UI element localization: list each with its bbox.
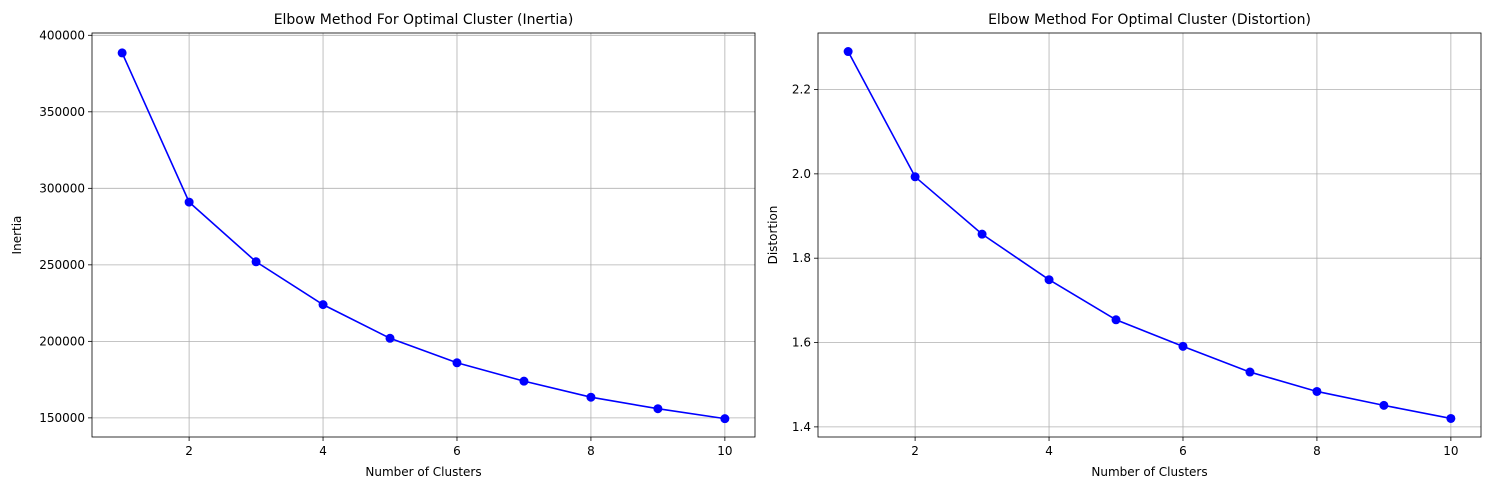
data-point: [1044, 275, 1054, 285]
y-tick-label: 1.8: [792, 251, 811, 265]
data-point: [1245, 367, 1255, 377]
x-tick-label: 4: [319, 444, 327, 458]
x-tick-label: 8: [587, 444, 595, 458]
data-point: [1446, 413, 1456, 423]
x-tick-label: 2: [185, 444, 193, 458]
data-point: [586, 392, 596, 402]
data-point: [977, 229, 987, 239]
x-tick-label: 8: [1313, 444, 1321, 458]
y-tick-label: 350000: [39, 105, 85, 119]
data-point: [1379, 400, 1389, 410]
data-point: [452, 358, 462, 368]
data-point: [385, 333, 395, 343]
data-point: [843, 47, 853, 57]
inertia-chart: 2 4 6 8 10 150000 200000 250000 300000 350000 4000…: [10, 12, 756, 479]
chart-title: Elbow Method For Optimal Cluster (Distor…: [988, 12, 1311, 28]
data-point: [318, 300, 328, 310]
data-point: [1178, 341, 1188, 351]
y-tick-label: 150000: [39, 411, 85, 425]
y-tick-label: 1.6: [792, 336, 811, 350]
data-point: [653, 404, 663, 414]
y-tick-label: 2.0: [792, 167, 811, 181]
data-point: [251, 257, 261, 267]
distortion-chart: 2 4 6 8 10 1.4 1.6 1.8 2.0 2.2 Elbow Method For Op…: [766, 12, 1482, 479]
x-tick-label: 6: [453, 444, 461, 458]
axes-frame: [91, 32, 756, 438]
y-tick-label: 1.4: [792, 420, 811, 434]
data-point: [720, 414, 730, 424]
y-axis-label: Inertia: [10, 216, 24, 255]
data-point: [910, 172, 920, 182]
y-tick-label: 400000: [39, 28, 85, 42]
y-axis-label: Distortion: [766, 206, 780, 265]
y-tick-label: 300000: [39, 181, 85, 195]
y-tick-label: 250000: [39, 258, 85, 272]
x-tick-label: 10: [717, 444, 732, 458]
series-line: [847, 51, 1452, 420]
series-line: [121, 52, 725, 420]
y-tick-label: 200000: [39, 334, 85, 348]
data-point: [184, 197, 194, 207]
y-tick-label: 2.2: [792, 83, 811, 97]
data-point: [117, 48, 127, 58]
x-tick-label: 10: [1443, 444, 1458, 458]
data-point: [1111, 315, 1121, 325]
data-point: [1312, 386, 1322, 396]
data-point: [519, 376, 529, 386]
x-axis-label: Number of Clusters: [1091, 465, 1207, 479]
x-axis-label: Number of Clusters: [365, 465, 481, 479]
x-tick-label: 2: [911, 444, 919, 458]
x-tick-label: 4: [1045, 444, 1053, 458]
x-tick-label: 6: [1179, 444, 1187, 458]
axes-frame: [817, 32, 1482, 438]
chart-title: Elbow Method For Optimal Cluster (Inerti…: [274, 12, 574, 28]
